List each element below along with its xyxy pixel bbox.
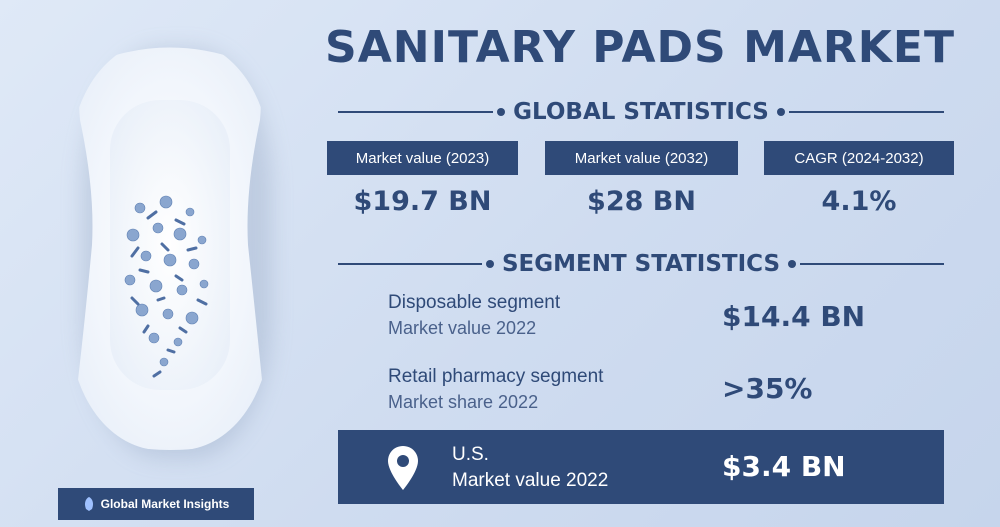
divider-dot	[776, 108, 785, 116]
sanitary-pad-illustration	[70, 40, 280, 460]
location-pin-icon	[388, 446, 418, 490]
pad-core	[110, 100, 230, 390]
divider	[338, 263, 482, 265]
region-highlight-bar: U.S. Market value 2022 $3.4 BN	[338, 430, 944, 504]
divider	[338, 111, 494, 113]
section-title: SEGMENT STATISTICS	[501, 251, 781, 277]
stat-label-market-value-2032: Market value (2032)	[545, 141, 738, 175]
segment-metric-retail-pharmacy: Market share 2022	[388, 392, 539, 412]
region-metric: Market value 2022	[452, 470, 609, 491]
logo-text: Global Market Insights	[100, 497, 230, 511]
globe-logo-icon	[84, 497, 93, 511]
brand-logo: Global Market Insights	[58, 488, 254, 520]
segment-name-retail-pharmacy: Retail pharmacy segment	[388, 366, 604, 387]
stat-value-market-value-2032: $28 BN	[587, 186, 696, 217]
divider-dot	[485, 260, 494, 268]
segment-value-retail-pharmacy: >35%	[722, 372, 813, 405]
region-name: U.S.	[452, 444, 489, 465]
stat-label-cagr: CAGR (2024-2032)	[764, 141, 954, 175]
segment-statistics-heading: SEGMENT STATISTICS	[338, 249, 944, 279]
stat-value-market-value-2023: $19.7 BN	[353, 186, 492, 217]
stat-label-market-value-2023: Market value (2023)	[327, 141, 518, 175]
stat-value-cagr: 4.1%	[821, 186, 897, 217]
segment-name-disposable: Disposable segment	[388, 292, 561, 313]
divider-dot	[497, 108, 506, 116]
global-statistics-heading: GLOBAL STATISTICS	[338, 97, 944, 127]
divider-dot	[788, 260, 797, 268]
divider	[800, 263, 944, 265]
page-title: SANITARY PADS MARKET	[325, 22, 955, 73]
region-value: $3.4 BN	[722, 450, 846, 483]
segment-value-disposable: $14.4 BN	[722, 300, 866, 333]
segment-metric-disposable: Market value 2022	[388, 318, 537, 338]
section-title: GLOBAL STATISTICS	[513, 99, 769, 125]
divider	[788, 111, 944, 113]
absorbent-beads-icon	[124, 195, 209, 378]
